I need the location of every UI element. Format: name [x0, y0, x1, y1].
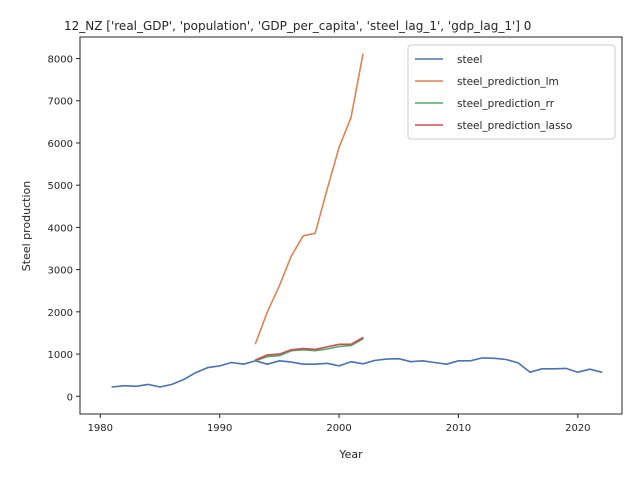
y-axis: 0 1000 2000 3000 4000 5000 6000 7000 8000 [48, 55, 80, 403]
plot-area [111, 53, 603, 388]
y-tick-label: 5000 [48, 181, 73, 192]
axes-frame [79, 36, 623, 415]
y-tick-label: 3000 [48, 266, 73, 277]
y-tick-label: 7000 [48, 97, 73, 108]
legend: steel steel_prediction_lm steel_prediction… [407, 44, 616, 140]
x-tick-label: 1980 [88, 423, 113, 434]
series-line-steel [111, 357, 603, 388]
legend-entry-steel-prediction-lm: steel_prediction_lm [457, 76, 559, 88]
y-tick-label: 0 [67, 392, 73, 403]
y-tick-label: 8000 [48, 55, 73, 66]
chart-title: 12_NZ ['real_GDP', 'population', 'GDP_pe… [64, 19, 531, 33]
series-line-steel-prediction-lasso [254, 336, 364, 361]
legend-box [407, 44, 616, 140]
series-line-steel-prediction-rr [254, 338, 364, 362]
legend-entry-steel: steel [457, 54, 482, 66]
x-axis-label: Year [338, 448, 363, 461]
x-tick-label: 2010 [446, 423, 471, 434]
series-line-steel-prediction-lm [254, 53, 364, 345]
x-axis: 1980 1990 2000 2010 2020 [88, 414, 591, 434]
x-tick-label: 2020 [565, 423, 590, 434]
y-tick-label: 1000 [48, 350, 73, 361]
y-axis-label: Steel production [20, 181, 33, 271]
y-tick-label: 4000 [48, 223, 73, 234]
y-tick-label: 2000 [48, 308, 73, 319]
legend-entry-steel-prediction-lasso: steel_prediction_lasso [457, 120, 572, 132]
y-tick-label: 6000 [48, 139, 73, 150]
legend-entry-steel-prediction-rr: steel_prediction_rr [457, 98, 555, 110]
x-tick-label: 2000 [326, 423, 351, 434]
x-tick-label: 1990 [207, 423, 232, 434]
